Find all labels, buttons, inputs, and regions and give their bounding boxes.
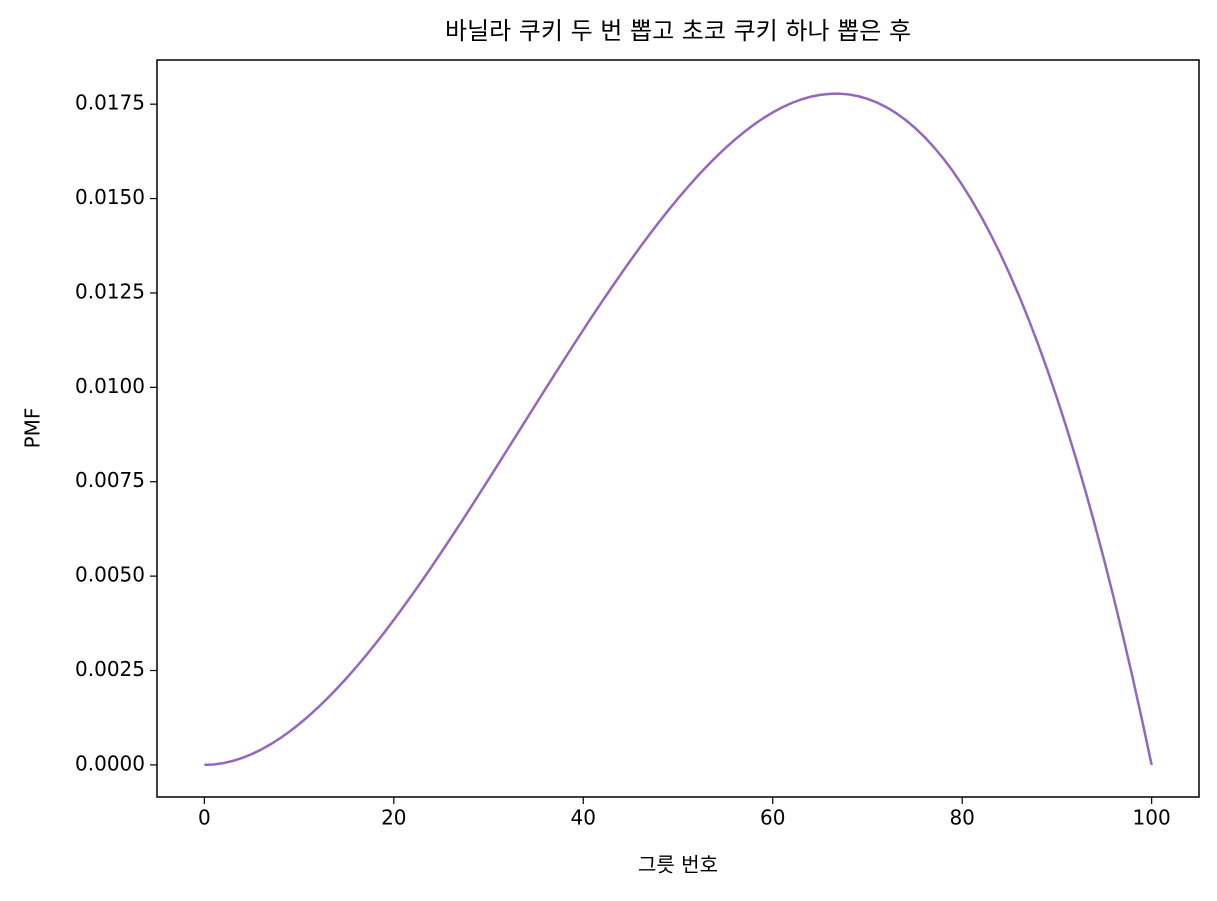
y-tick-label: 0.0150 (75, 185, 145, 209)
x-axis-label: 그릇 번호 (638, 853, 718, 877)
x-tick-label: 0 (198, 806, 211, 830)
y-tick-label: 0.0125 (75, 279, 145, 303)
data-line (204, 92, 1153, 767)
x-tick-label: 60 (760, 806, 785, 830)
y-tick-label: 0.0100 (75, 374, 145, 398)
y-axis-label: PMF (21, 408, 45, 449)
x-tick-label: 20 (381, 806, 406, 830)
y-tick-label: 0.0050 (75, 563, 145, 587)
x-tick-label: 100 (1133, 806, 1171, 830)
plot-frame (156, 59, 1200, 798)
y-tick-label: 0.0175 (75, 91, 145, 115)
y-tick-label: 0.0075 (75, 468, 145, 492)
y-tick-label: 0.0025 (75, 657, 145, 681)
chart-title: 바닐라 쿠키 두 번 뽑고 초코 쿠키 하나 뽑은 후 (445, 17, 911, 45)
x-tick-label: 40 (571, 806, 596, 830)
y-tick-label: 0.0000 (75, 751, 145, 775)
x-tick-label: 80 (949, 806, 974, 830)
